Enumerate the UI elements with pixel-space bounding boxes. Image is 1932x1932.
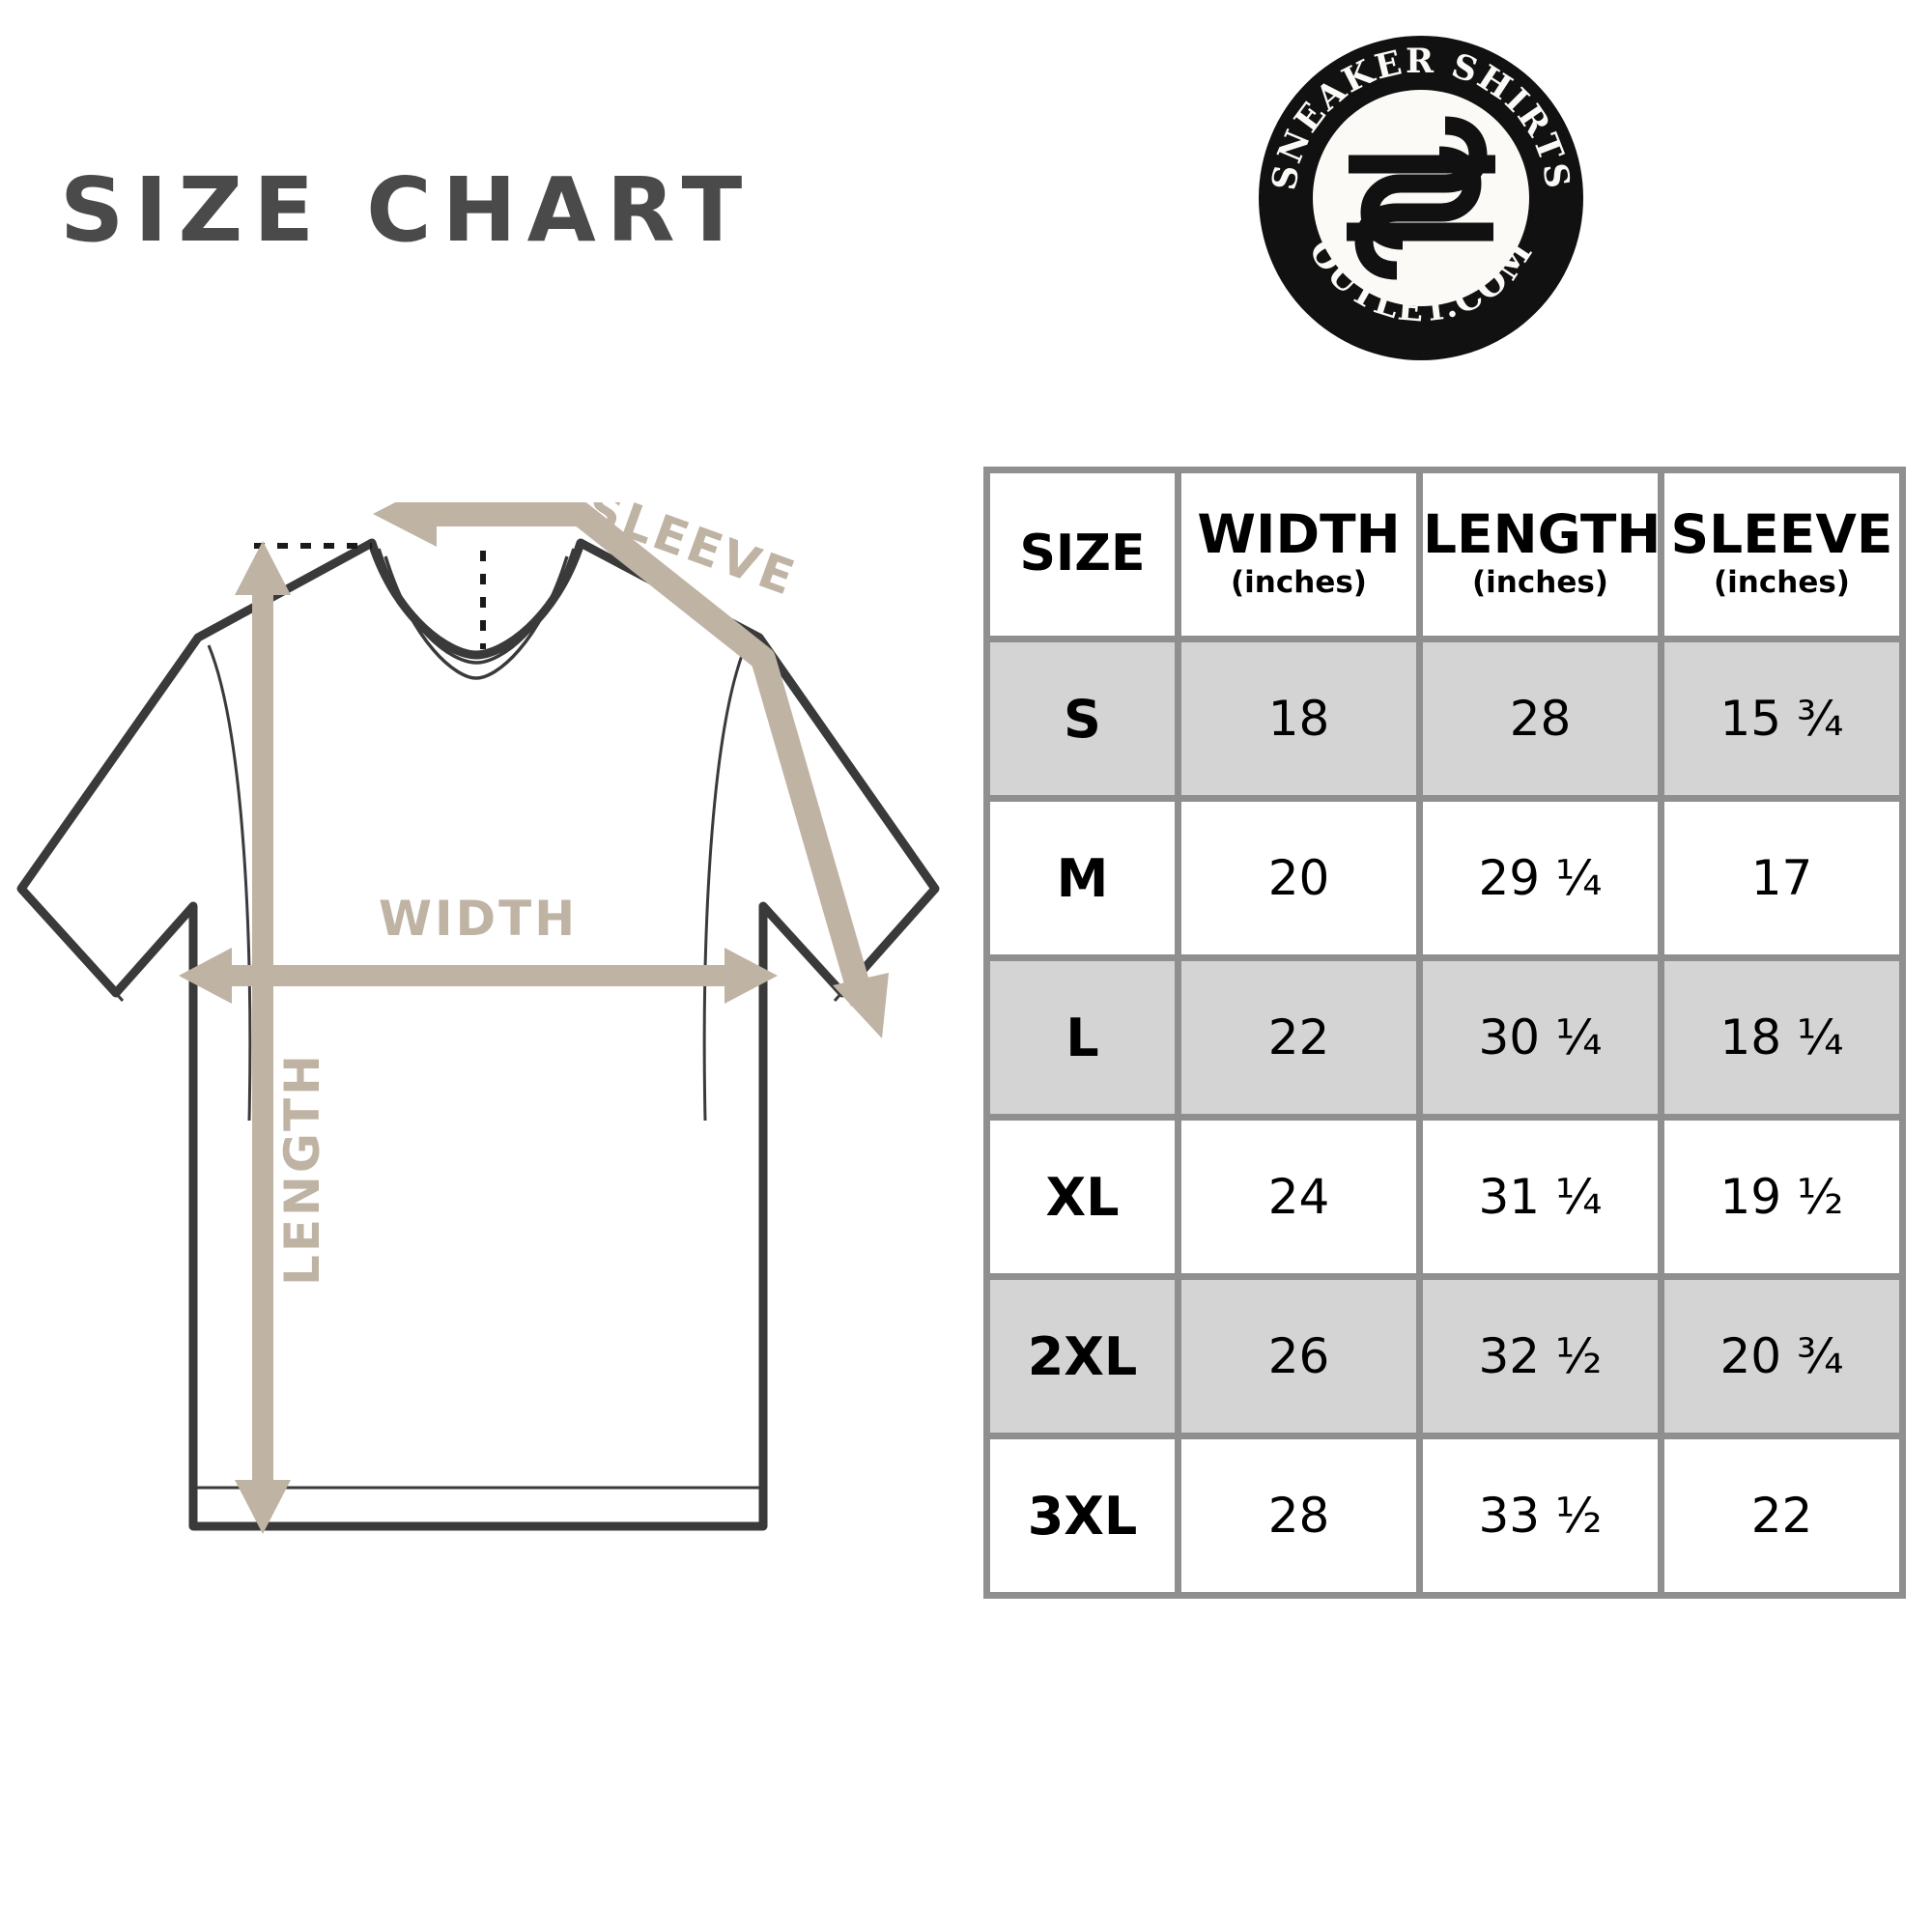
width-label: WIDTH bbox=[379, 891, 578, 947]
cell-sleeve: 20 ¾ bbox=[1658, 1273, 1906, 1439]
tshirt-outline bbox=[16, 538, 940, 1531]
cell-size: 2XL bbox=[983, 1273, 1181, 1439]
cell-width: 28 bbox=[1175, 1433, 1423, 1599]
cell-sleeve: 15 ¾ bbox=[1658, 636, 1906, 802]
table-row: 2XL 26 32 ½ 20 ¾ bbox=[983, 1273, 1906, 1439]
column-header-width-sub: (inches) bbox=[1231, 564, 1367, 600]
table-row: 3XL 28 33 ½ 22 bbox=[983, 1433, 1906, 1599]
column-header-width: WIDTH (inches) bbox=[1175, 467, 1423, 642]
cell-size: S bbox=[983, 636, 1181, 802]
logo-monogram-icon bbox=[1347, 116, 1495, 280]
cell-length: 31 ¼ bbox=[1416, 1114, 1664, 1280]
cell-size: L bbox=[983, 954, 1181, 1121]
cell-sleeve: 22 bbox=[1658, 1433, 1906, 1599]
cell-width: 18 bbox=[1175, 636, 1423, 802]
column-header-size-main: SIZE bbox=[1019, 525, 1146, 583]
length-label: LENGTH bbox=[274, 1052, 330, 1286]
cell-width: 20 bbox=[1175, 795, 1423, 961]
tshirt-diagram: SLEEVE WIDTH LENGTH bbox=[0, 502, 966, 1584]
sleeve-measure-arrow bbox=[373, 502, 889, 1038]
table-row: M 20 29 ¼ 17 bbox=[983, 795, 1906, 961]
column-header-length: LENGTH (inches) bbox=[1416, 467, 1664, 642]
cell-sleeve: 19 ½ bbox=[1658, 1114, 1906, 1280]
table-row: L 22 30 ¼ 18 ¼ bbox=[983, 954, 1906, 1121]
table-body: S 18 28 15 ¾ M 20 29 ¼ 17 L 22 30 ¼ 18 ¼… bbox=[983, 636, 1906, 1599]
cell-length: 33 ½ bbox=[1416, 1433, 1664, 1599]
column-header-width-main: WIDTH bbox=[1197, 502, 1401, 565]
cell-size: XL bbox=[983, 1114, 1181, 1280]
length-measure-arrow bbox=[235, 541, 291, 1534]
column-header-sleeve-sub: (inches) bbox=[1714, 564, 1850, 600]
size-table: SIZE WIDTH (inches) LENGTH (inches) SLEE… bbox=[983, 467, 1906, 1599]
column-header-sleeve-main: SLEEVE bbox=[1670, 502, 1893, 565]
cell-width: 24 bbox=[1175, 1114, 1423, 1280]
table-header-row: SIZE WIDTH (inches) LENGTH (inches) SLEE… bbox=[983, 467, 1906, 642]
cell-width: 26 bbox=[1175, 1273, 1423, 1439]
cell-length: 30 ¼ bbox=[1416, 954, 1664, 1121]
cell-length: 28 bbox=[1416, 636, 1664, 802]
table-row: XL 24 31 ¼ 19 ½ bbox=[983, 1114, 1906, 1280]
cell-sleeve: 17 bbox=[1658, 795, 1906, 961]
page-title: SIZE CHART bbox=[60, 158, 753, 262]
column-header-size: SIZE bbox=[983, 467, 1181, 642]
cell-sleeve: 18 ¼ bbox=[1658, 954, 1906, 1121]
column-header-length-sub: (inches) bbox=[1472, 564, 1608, 600]
cell-size: 3XL bbox=[983, 1433, 1181, 1599]
width-measure-arrow bbox=[179, 948, 778, 1004]
cell-length: 29 ¼ bbox=[1416, 795, 1664, 961]
table-row: S 18 28 15 ¾ bbox=[983, 636, 1906, 802]
cell-length: 32 ½ bbox=[1416, 1273, 1664, 1439]
column-header-sleeve: SLEEVE (inches) bbox=[1658, 467, 1906, 642]
column-header-length-main: LENGTH bbox=[1423, 502, 1662, 565]
guide-lines bbox=[254, 543, 486, 649]
cell-size: M bbox=[983, 795, 1181, 961]
cell-width: 22 bbox=[1175, 954, 1423, 1121]
brand-logo: SNEAKER SHIRTS OUTLET.COM bbox=[1256, 33, 1586, 363]
